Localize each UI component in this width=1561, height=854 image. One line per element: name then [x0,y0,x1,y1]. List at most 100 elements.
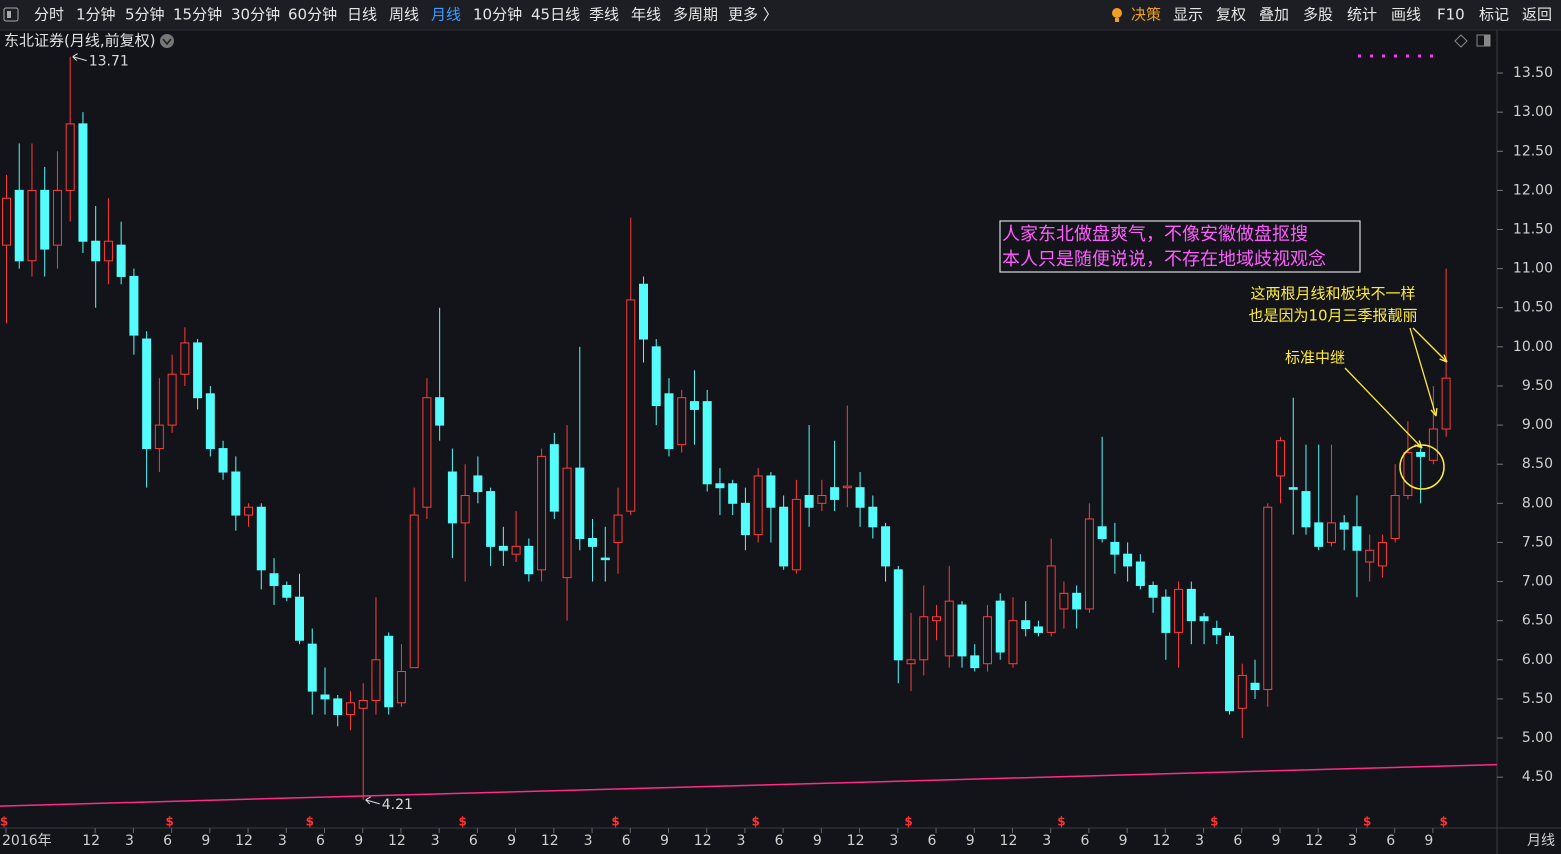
period-button[interactable]: 月线 [431,6,461,24]
tool-button[interactable]: 统计 [1347,6,1377,24]
candle-body [868,506,878,528]
candle-body [957,604,967,657]
period-button[interactable]: 15分钟 [173,6,222,24]
x-tick-label: 12 [1000,833,1018,849]
note-box [999,220,1361,273]
tool-button[interactable]: 返回 [1522,6,1552,24]
extreme-label: 13.71 [89,54,129,70]
period-button[interactable]: 60分钟 [288,6,337,24]
x-tick-label: 6 [775,833,784,849]
candle-body [1237,674,1247,709]
x-tick-label: 12 [388,833,406,849]
candle-body [1263,506,1273,691]
y-tick-label: 9.00 [1522,417,1553,433]
candle-body [562,467,572,579]
candle-body [142,338,152,450]
tool-button[interactable]: 显示 [1173,6,1203,24]
candle-body [804,495,814,508]
tool-button[interactable]: 复权 [1216,6,1246,24]
x-tick-label: 3 [431,833,440,849]
candle-body [791,498,801,571]
arrow-head [1430,407,1438,417]
period-button[interactable]: 5分钟 [125,6,165,24]
candle-body [205,393,215,450]
period-button[interactable]: 日线 [347,6,377,24]
period-button[interactable]: 多周期 [673,6,718,24]
note-box-line: 本人只是随便说说，不存在地域歧视观念 [1002,248,1326,270]
candle-body [664,393,674,450]
candle-body [116,244,126,277]
period-button[interactable]: 周线 [389,6,419,24]
y-tick-label: 5.00 [1522,730,1553,746]
title-dropdown[interactable] [160,34,174,48]
candle-body [320,694,330,700]
candle-body [715,483,725,489]
period-button[interactable]: 30分钟 [231,6,280,24]
dividend-marker: $ [904,815,912,829]
period-button[interactable]: 年线 [631,6,661,24]
candle-body [1199,616,1209,622]
candle-body [282,584,292,598]
tool-button[interactable]: F10 [1437,6,1465,24]
dividend-marker: $ [611,815,619,829]
period-button[interactable]: 分时 [34,6,64,24]
candle-body [855,487,865,508]
candle-body [295,596,305,641]
x-tick-label: 6 [163,833,172,849]
period-button[interactable]: 1分钟 [76,6,116,24]
candle-body [1428,428,1438,461]
period-button[interactable]: 45日线 [531,6,580,24]
x-tick-label: 3 [125,833,134,849]
period-button[interactable]: 10分钟 [473,6,522,24]
annotation-arrow [1412,327,1448,363]
candle-body [753,475,763,536]
candle-body [1416,451,1426,457]
arrow-head [1439,354,1448,363]
period-button[interactable]: 更多 〉 [728,6,778,24]
candle-body [766,475,776,508]
candle-body [549,444,559,512]
period-button[interactable]: 季线 [589,6,619,24]
candle-body [537,455,547,571]
candle-body [588,538,598,547]
candle-body [1250,682,1260,691]
x-tick-label: 9 [354,833,363,849]
tool-button[interactable]: 标记 [1479,6,1509,24]
candle-body [702,401,712,485]
candle-body [830,487,840,500]
menu-icon-fill [7,11,11,18]
candle-body [575,467,585,540]
dividend-marker: $ [1363,815,1371,829]
diamond-icon[interactable] [1454,34,1468,48]
candle-body [1008,620,1018,665]
annotation: 这两根月线和板块不一样 [1250,285,1415,303]
y-tick-label: 12.00 [1513,182,1553,198]
candle-body [524,545,534,575]
dividend-marker: $ [1210,815,1218,829]
candle-body [689,401,699,410]
candle-body [1084,518,1094,610]
candle-body [1365,549,1375,563]
y-tick-label: 11.00 [1513,261,1553,277]
annotation: 标准中继 [1285,349,1345,367]
candle-body [651,346,661,407]
note-box-line: 人家东北做盘爽气，不像安徽做盘抠搜 [1002,224,1308,245]
highlight-circle [1399,444,1445,490]
candle-body [677,397,687,446]
candle-body [307,643,317,692]
candle-body [498,545,508,551]
y-tick-label: 8.50 [1522,456,1553,472]
tool-button[interactable]: 决策 [1131,6,1161,24]
tool-button[interactable]: 多股 [1303,6,1333,24]
candle-body [435,397,445,426]
candle-body [1148,584,1158,598]
y-tick-label: 13.50 [1513,65,1553,81]
x-tick-label: 9 [966,833,975,849]
tool-button[interactable]: 叠加 [1259,6,1289,24]
tool-button[interactable]: 画线 [1391,6,1421,24]
candle-body [218,448,228,473]
candle-body [1276,440,1285,477]
menu-icon[interactable] [3,7,19,22]
candle-body [639,283,648,340]
x-tick-label: 6 [469,833,478,849]
